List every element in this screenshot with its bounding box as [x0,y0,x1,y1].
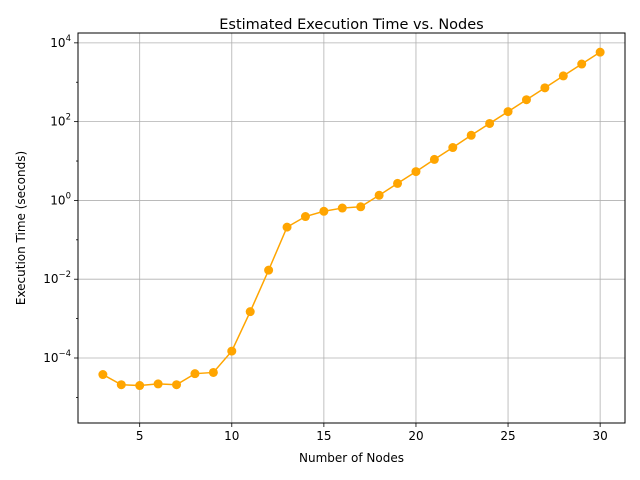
y-axis-label: Execution Time (seconds) [14,151,28,305]
y-tick-label: 100 [50,191,71,207]
data-point [300,212,310,222]
x-tick-label: 10 [224,429,239,443]
data-point [208,367,218,377]
data-point [595,47,605,57]
data-point [116,380,126,390]
data-point [521,95,531,105]
data-point [245,307,255,317]
data-point [319,206,329,216]
y-axis-ticks: 10−4 10−2 100 102 104 [43,34,78,398]
data-point [448,143,458,153]
data-point [227,346,237,356]
data-point [393,178,403,188]
x-tick-label: 5 [136,429,144,443]
data-point [558,71,568,81]
data-point [190,369,200,379]
x-tick-label: 25 [500,429,515,443]
y-tick-label: 10−4 [43,349,71,365]
chart-title: Estimated Execution Time vs. Nodes [219,17,483,33]
data-point [282,222,292,232]
x-tick-label: 30 [592,429,607,443]
x-tick-label: 15 [316,429,331,443]
data-point [485,118,495,128]
y-tick-label: 102 [50,113,71,129]
data-point [540,83,550,93]
data-point [356,202,366,212]
grid [78,33,625,423]
plot-frame [77,32,626,424]
y-tick-label: 104 [50,34,71,50]
data-point [577,59,587,69]
x-axis-label: Number of Nodes [299,451,404,465]
data-point [172,380,182,390]
series [98,47,605,391]
data-point [503,107,513,117]
data-point [411,167,421,177]
x-axis-ticks: 5 10 15 20 25 30 [136,423,608,443]
data-point [337,203,347,213]
data-point [374,190,384,200]
data-point [135,381,145,391]
data-point [98,370,108,380]
y-tick-label: 10−2 [43,270,71,286]
data-point [153,379,163,389]
x-tick-label: 20 [408,429,423,443]
data-point [264,265,274,275]
series-line [102,51,601,387]
data-point [466,130,476,140]
data-point [429,154,439,164]
